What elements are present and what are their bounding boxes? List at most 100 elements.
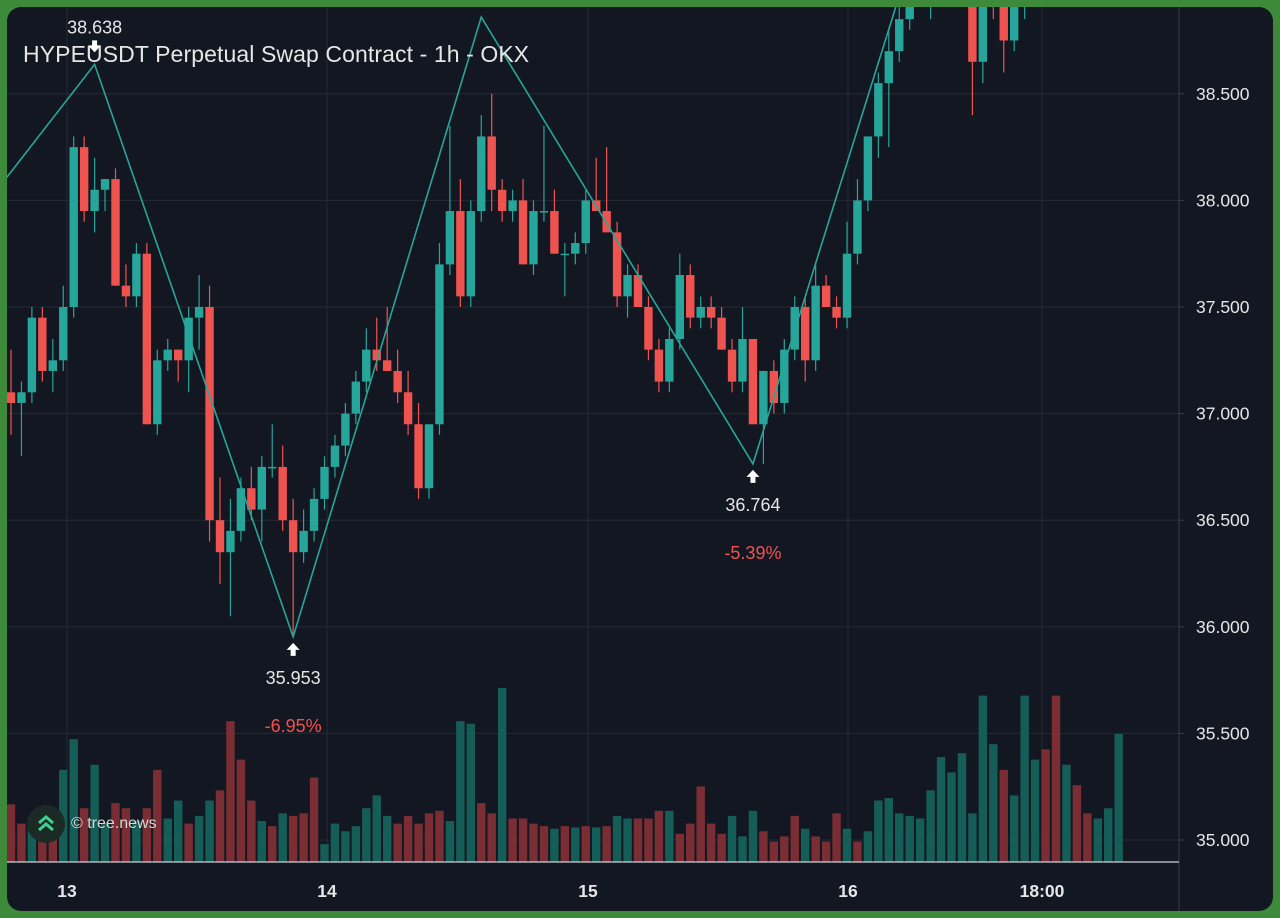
candle-body: [748, 338, 758, 425]
candle-body: [132, 253, 141, 297]
volume-bar: [205, 800, 214, 862]
volume-bars: [7, 687, 1123, 862]
volume-bar: [111, 803, 120, 862]
volume-bar: [372, 795, 381, 862]
candle-body: [811, 285, 820, 361]
volume-bar: [957, 753, 967, 862]
volume-bar: [926, 790, 935, 862]
volume-bar: [581, 826, 590, 862]
candle-body: [174, 349, 183, 361]
candle-body: [383, 360, 392, 371]
price-tick-label: 38.000: [1196, 190, 1250, 210]
volume-bar: [790, 815, 799, 862]
volume-bar: [665, 810, 674, 862]
volume-bar: [435, 810, 444, 862]
chart-frame: 38.638+15.11%35.953-6.95%38.860+8.09%36.…: [7, 7, 1273, 911]
candle-body: [309, 498, 319, 531]
volume-bar: [738, 836, 747, 862]
time-tick-label: 15: [578, 881, 598, 901]
candle-body: [27, 317, 37, 393]
volume-bar: [989, 744, 998, 862]
volume-bar: [477, 803, 486, 862]
candle-body: [665, 338, 674, 382]
volume-bar: [48, 830, 57, 862]
volume-bar: [644, 818, 653, 862]
volume-bar: [174, 800, 183, 862]
price-tick-label: 38.500: [1196, 84, 1250, 104]
volume-bar: [769, 841, 779, 862]
volume-bar: [456, 721, 465, 862]
volume-bar: [1041, 749, 1050, 862]
candle-body: [978, 7, 988, 62]
volume-bar: [257, 821, 266, 862]
volume-bar: [842, 828, 852, 862]
candle-body: [247, 488, 256, 510]
volume-bar: [362, 808, 371, 862]
volume-bar: [623, 818, 632, 862]
price-chart[interactable]: 38.638+15.11%35.953-6.95%38.860+8.09%36.…: [7, 7, 1273, 911]
volume-bar: [717, 833, 726, 862]
candle-body: [832, 307, 841, 318]
volume-bar: [602, 826, 611, 862]
volume-bar: [968, 813, 977, 862]
candle-body: [194, 307, 204, 318]
volume-bar: [654, 810, 664, 862]
candle-body: [560, 253, 570, 256]
swing-low-price: 35.953: [266, 668, 321, 688]
candle-body: [48, 360, 57, 371]
volume-bar: [309, 777, 319, 862]
candle-body: [226, 530, 235, 553]
candle-body: [905, 7, 914, 20]
candle-body: [895, 19, 904, 52]
volume-bar: [1083, 813, 1092, 862]
candle-body: [184, 317, 193, 361]
candle-body: [7, 392, 16, 403]
candle-body: [1010, 7, 1019, 41]
volume-bar: [17, 823, 26, 862]
volume-bar: [497, 687, 507, 862]
volume-bar: [1030, 759, 1040, 862]
swing-low-change: -5.39%: [724, 543, 781, 563]
volume-bar: [100, 823, 110, 862]
volume-bar: [121, 808, 131, 862]
price-tick-label: 37.000: [1196, 404, 1250, 424]
candle-body: [278, 466, 287, 521]
arrow-up-icon: [746, 469, 760, 483]
candle-body: [633, 275, 643, 307]
candle-body: [487, 136, 496, 190]
candle-body: [686, 275, 695, 318]
volume-bar: [1072, 785, 1082, 862]
candle-body: [163, 349, 172, 361]
time-tick-label: 18:00: [1020, 881, 1065, 901]
volume-bar: [299, 813, 308, 862]
candle-body: [759, 370, 768, 425]
volume-bar: [383, 815, 392, 862]
time-tick-label: 16: [838, 881, 858, 901]
volume-bar: [1051, 695, 1061, 862]
volume-bar: [268, 826, 277, 862]
swing-low-change: -6.95%: [265, 716, 322, 736]
volume-bar: [748, 810, 758, 862]
volume-bar: [550, 828, 559, 862]
candle-body: [153, 360, 162, 425]
candle-body: [675, 275, 684, 339]
candle-body: [38, 317, 47, 371]
volume-bar: [947, 772, 956, 862]
volume-bar: [518, 818, 528, 862]
volume-bar: [142, 808, 152, 862]
volume-bar: [571, 827, 580, 862]
volume-bar: [612, 815, 622, 862]
arrow-up-icon: [286, 642, 300, 656]
candle-body: [550, 211, 559, 254]
volume-bar: [1104, 808, 1113, 862]
chart-title: HYPEUSDT Perpetual Swap Contract - 1h - …: [23, 41, 530, 67]
candle-body: [769, 370, 779, 403]
candle-body: [497, 189, 507, 212]
time-tick-label: 13: [57, 881, 77, 901]
volume-bar: [801, 828, 810, 862]
candle-body: [738, 338, 747, 382]
volume-bar: [341, 831, 350, 862]
volume-bar: [466, 723, 475, 862]
candle-body: [121, 285, 131, 297]
candle-body: [69, 147, 78, 307]
